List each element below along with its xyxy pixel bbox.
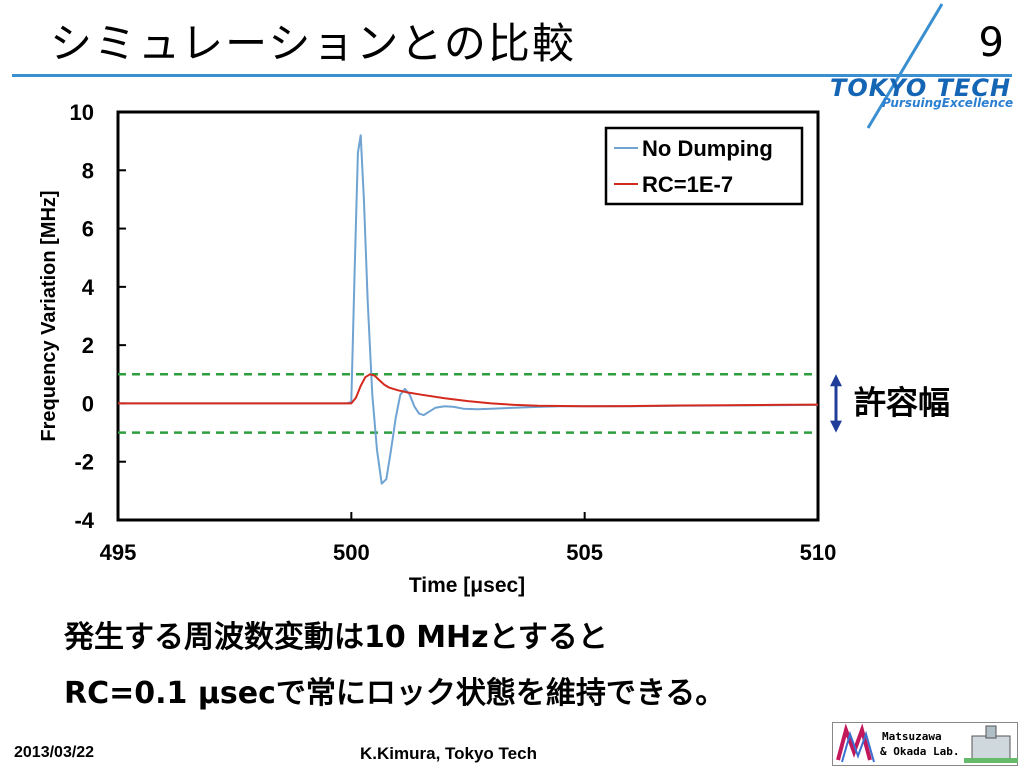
- plot-border: [116, 110, 820, 522]
- title-underline: [12, 74, 1012, 77]
- page-number: 9: [978, 20, 1004, 66]
- lab-logo-line-2: & Okada Lab.: [880, 745, 959, 758]
- x-axis-label: Time [μsec]: [409, 574, 525, 597]
- body-text-line-2: RC=0.1 μsecで常にロック状態を維持できる。: [64, 676, 726, 711]
- arrow-up-icon: [830, 374, 842, 387]
- lab-logo: Matsuzawa & Okada Lab.: [832, 722, 1018, 766]
- y-tick-label: 6: [82, 217, 94, 242]
- y-tick-label: -4: [74, 508, 94, 533]
- lab-logo-line-1: Matsuzawa: [882, 730, 942, 743]
- lab-logo-m-shadow-icon: [841, 730, 875, 763]
- x-tick-label: 505: [566, 540, 603, 565]
- lab-building-icon: [971, 735, 1011, 761]
- x-tick-label: 510: [800, 540, 837, 565]
- lab-grass-icon: [964, 758, 1018, 763]
- legend-label: No Dumping: [642, 136, 773, 161]
- x-tick-label: 500: [333, 540, 370, 565]
- frequency-chart: 495 500 505 510 -4 -2 0 2 4 6 8 10 No Dumping RC=1E-…: [38, 100, 950, 597]
- series-line-2: [118, 373, 819, 408]
- tokyo-tech-logo: [866, 3, 944, 129]
- logo-main-text: TOKYO TECH: [830, 74, 1012, 102]
- legend: No Dumping RC=1E-7: [604, 126, 804, 206]
- x-tick-label: 495: [100, 540, 137, 565]
- y-tick-label: 10: [70, 100, 94, 125]
- y-tick-label: -2: [74, 450, 94, 475]
- tolerance-annotation: 許容幅: [830, 374, 950, 433]
- logo-sub-text: PursuingExcellence: [882, 96, 1014, 110]
- footer-date: 2013/03/22: [14, 744, 95, 761]
- y-tick-label: 8: [82, 158, 94, 183]
- plot-frame: [116, 110, 820, 522]
- axis-ticks: 495 500 505 510 -4 -2 0 2 4 6 8 10: [70, 100, 837, 565]
- arrow-down-icon: [830, 420, 842, 433]
- tolerance-lines: [118, 373, 818, 434]
- logo-slash: [866, 3, 944, 129]
- y-tick-label: 4: [82, 275, 95, 300]
- y-axis-label: Frequency Variation [MHz]: [38, 190, 60, 441]
- legend-label: RC=1E-7: [642, 172, 733, 197]
- lab-tower-icon: [985, 725, 997, 739]
- y-tick-label: 0: [82, 391, 94, 416]
- tolerance-label: 許容幅: [854, 383, 950, 421]
- body-text-line-1: 発生する周波数変動は10 MHzとすると: [64, 620, 608, 655]
- y-tick-label: 2: [82, 333, 94, 358]
- footer-author: K.Kimura, Tokyo Tech: [360, 744, 537, 763]
- legend-box: [604, 126, 804, 206]
- slide-title: シミュレーションとの比較: [50, 19, 576, 68]
- series-group: [118, 134, 819, 485]
